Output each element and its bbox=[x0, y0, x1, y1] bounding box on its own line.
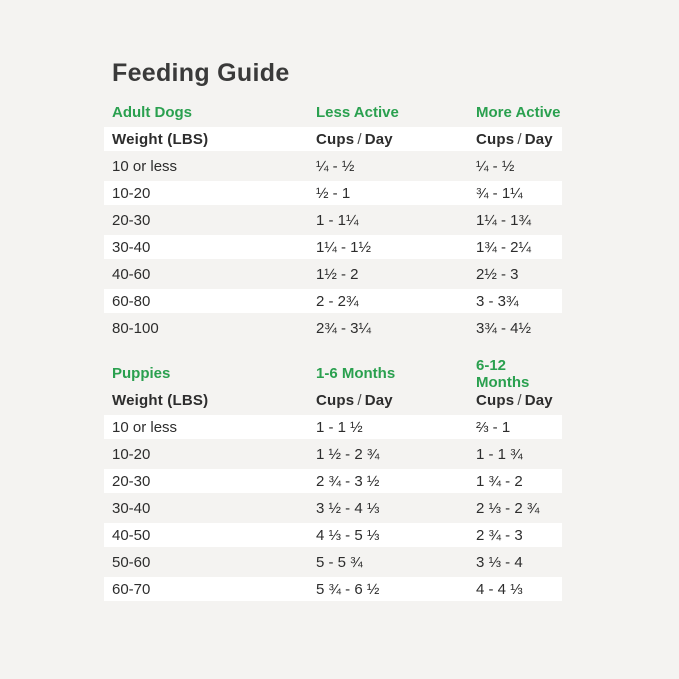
less-active-cups-cell: 1½ - 2 bbox=[316, 265, 359, 283]
adult-dogs-table: Adult Dogs Less Active More Active Weigh… bbox=[104, 104, 562, 340]
weight-cell: 20-30 bbox=[112, 472, 151, 490]
more-active-cups-cell: 1¾ - 2¼ bbox=[476, 238, 532, 256]
adult-less-active-label: Less Active bbox=[316, 104, 399, 121]
puppies-1-6-months-label: 1-6 Months bbox=[316, 365, 396, 382]
puppies-weight-header: Weight (LBS) bbox=[112, 391, 209, 409]
page-title: Feeding Guide bbox=[112, 59, 290, 87]
less-active-cups-cell: 1 - 1¼ bbox=[316, 211, 359, 229]
weight-cell: 80-100 bbox=[112, 319, 159, 337]
months-6-12-cups-cell: 1 - 1 ¾ bbox=[476, 445, 523, 463]
weight-cell: 20-30 bbox=[112, 211, 151, 229]
less-active-cups-cell: ¼ - ½ bbox=[316, 157, 355, 175]
months-6-12-cups-cell: 4 - 4 ⅓ bbox=[476, 580, 523, 598]
table-row: 10-20 ½ - 1 ¾ - 1¼ bbox=[104, 181, 562, 205]
more-active-cups-cell: ¾ - 1¼ bbox=[476, 184, 523, 202]
more-active-cups-cell: 3 - 3¾ bbox=[476, 292, 519, 310]
table-row: 10-20 1 ½ - 2 ¾ 1 - 1 ¾ bbox=[104, 442, 562, 466]
table-row: 20-30 2 ¾ - 3 ½ 1 ¾ - 2 bbox=[104, 469, 562, 493]
table-row: 50-60 5 - 5 ¾ 3 ⅓ - 4 bbox=[104, 550, 562, 574]
adult-more-active-label: More Active bbox=[476, 104, 561, 121]
weight-cell: 10 or less bbox=[112, 157, 178, 175]
more-active-cups-cell: ¼ - ½ bbox=[476, 157, 515, 175]
puppies-table: Puppies 1-6 Months 6-12 Months Weight (L… bbox=[104, 357, 562, 601]
slash-separator: / bbox=[357, 391, 362, 409]
weight-cell: 40-50 bbox=[112, 526, 151, 544]
table-row: 60-80 2 - 2¾ 3 - 3¾ bbox=[104, 289, 562, 313]
months-1-6-cups-cell: 1 ½ - 2 ¾ bbox=[316, 445, 380, 463]
cups-word: Cups bbox=[316, 391, 355, 409]
months-6-12-cups-cell: 2 ¾ - 3 bbox=[476, 526, 523, 544]
months-6-12-cups-cell: ⅔ - 1 bbox=[476, 418, 511, 436]
day-word: Day bbox=[524, 391, 553, 409]
weight-cell: 40-60 bbox=[112, 265, 151, 283]
weight-cell: 10 or less bbox=[112, 418, 178, 436]
slash-separator: / bbox=[517, 391, 522, 409]
adult-section-header-row: Adult Dogs Less Active More Active bbox=[104, 104, 562, 121]
table-row: 40-50 4 ⅓ - 5 ⅓ 2 ¾ - 3 bbox=[104, 523, 562, 547]
months-6-12-cups-cell: 1 ¾ - 2 bbox=[476, 472, 523, 490]
puppies-6-12-months-label: 6-12 Months bbox=[476, 356, 530, 391]
puppies-column-header-row: Weight (LBS) Cups / Day Cups / Day bbox=[104, 388, 562, 412]
less-active-cups-cell: ½ - 1 bbox=[316, 184, 351, 202]
less-active-cups-cell: 1¼ - 1½ bbox=[316, 238, 372, 256]
cups-word: Cups bbox=[476, 391, 515, 409]
more-active-cups-cell: 1¼ - 1¾ bbox=[476, 211, 532, 229]
months-1-6-cups-cell: 1 - 1 ½ bbox=[316, 418, 363, 436]
months-6-12-cups-cell: 3 ⅓ - 4 bbox=[476, 553, 523, 571]
months-1-6-cups-cell: 3 ½ - 4 ⅓ bbox=[316, 499, 380, 517]
cups-word: Cups bbox=[316, 130, 355, 148]
puppies-section-header-row: Puppies 1-6 Months 6-12 Months bbox=[104, 357, 562, 391]
less-active-cups-cell: 2 - 2¾ bbox=[316, 292, 359, 310]
less-active-cups-cell: 2¾ - 3¼ bbox=[316, 319, 372, 337]
weight-cell: 10-20 bbox=[112, 445, 151, 463]
more-active-cups-cell: 2½ - 3 bbox=[476, 265, 519, 283]
adult-column-header-row: Weight (LBS) Cups / Day Cups / Day bbox=[104, 127, 562, 151]
adult-cups-day-header-more: Cups / Day bbox=[476, 131, 562, 148]
months-1-6-cups-cell: 5 - 5 ¾ bbox=[316, 553, 363, 571]
day-word: Day bbox=[524, 130, 553, 148]
adult-cups-day-header-less: Cups / Day bbox=[316, 131, 476, 148]
cups-word: Cups bbox=[476, 130, 515, 148]
table-row: 60-70 5 ¾ - 6 ½ 4 - 4 ⅓ bbox=[104, 577, 562, 601]
months-1-6-cups-cell: 5 ¾ - 6 ½ bbox=[316, 580, 380, 598]
adult-weight-header: Weight (LBS) bbox=[112, 130, 209, 148]
weight-cell: 60-70 bbox=[112, 580, 151, 598]
content-area: Feeding Guide Adult Dogs Less Active Mor… bbox=[104, 58, 562, 604]
table-row: 10 or less 1 - 1 ½ ⅔ - 1 bbox=[104, 415, 562, 439]
months-1-6-cups-cell: 4 ⅓ - 5 ⅓ bbox=[316, 526, 380, 544]
table-row: 80-100 2¾ - 3¼ 3¾ - 4½ bbox=[104, 316, 562, 340]
months-1-6-cups-cell: 2 ¾ - 3 ½ bbox=[316, 472, 380, 490]
weight-cell: 30-40 bbox=[112, 499, 151, 517]
more-active-cups-cell: 3¾ - 4½ bbox=[476, 319, 532, 337]
day-word: Day bbox=[364, 130, 393, 148]
table-row: 30-40 1¼ - 1½ 1¾ - 2¼ bbox=[104, 235, 562, 259]
weight-cell: 60-80 bbox=[112, 292, 151, 310]
puppies-cups-day-header-1-6: Cups / Day bbox=[316, 392, 476, 409]
puppies-section-label: Puppies bbox=[112, 365, 171, 382]
months-6-12-cups-cell: 2 ⅓ - 2 ¾ bbox=[476, 499, 540, 517]
table-row: 20-30 1 - 1¼ 1¼ - 1¾ bbox=[104, 208, 562, 232]
weight-cell: 10-20 bbox=[112, 184, 151, 202]
weight-cell: 30-40 bbox=[112, 238, 151, 256]
weight-cell: 50-60 bbox=[112, 553, 151, 571]
adult-section-label: Adult Dogs bbox=[112, 104, 192, 121]
slash-separator: / bbox=[517, 130, 522, 148]
slash-separator: / bbox=[357, 130, 362, 148]
table-row: 30-40 3 ½ - 4 ⅓ 2 ⅓ - 2 ¾ bbox=[104, 496, 562, 520]
table-row: 10 or less ¼ - ½ ¼ - ½ bbox=[104, 154, 562, 178]
table-row: 40-60 1½ - 2 2½ - 3 bbox=[104, 262, 562, 286]
puppies-cups-day-header-6-12: Cups / Day bbox=[476, 392, 562, 409]
day-word: Day bbox=[364, 391, 393, 409]
